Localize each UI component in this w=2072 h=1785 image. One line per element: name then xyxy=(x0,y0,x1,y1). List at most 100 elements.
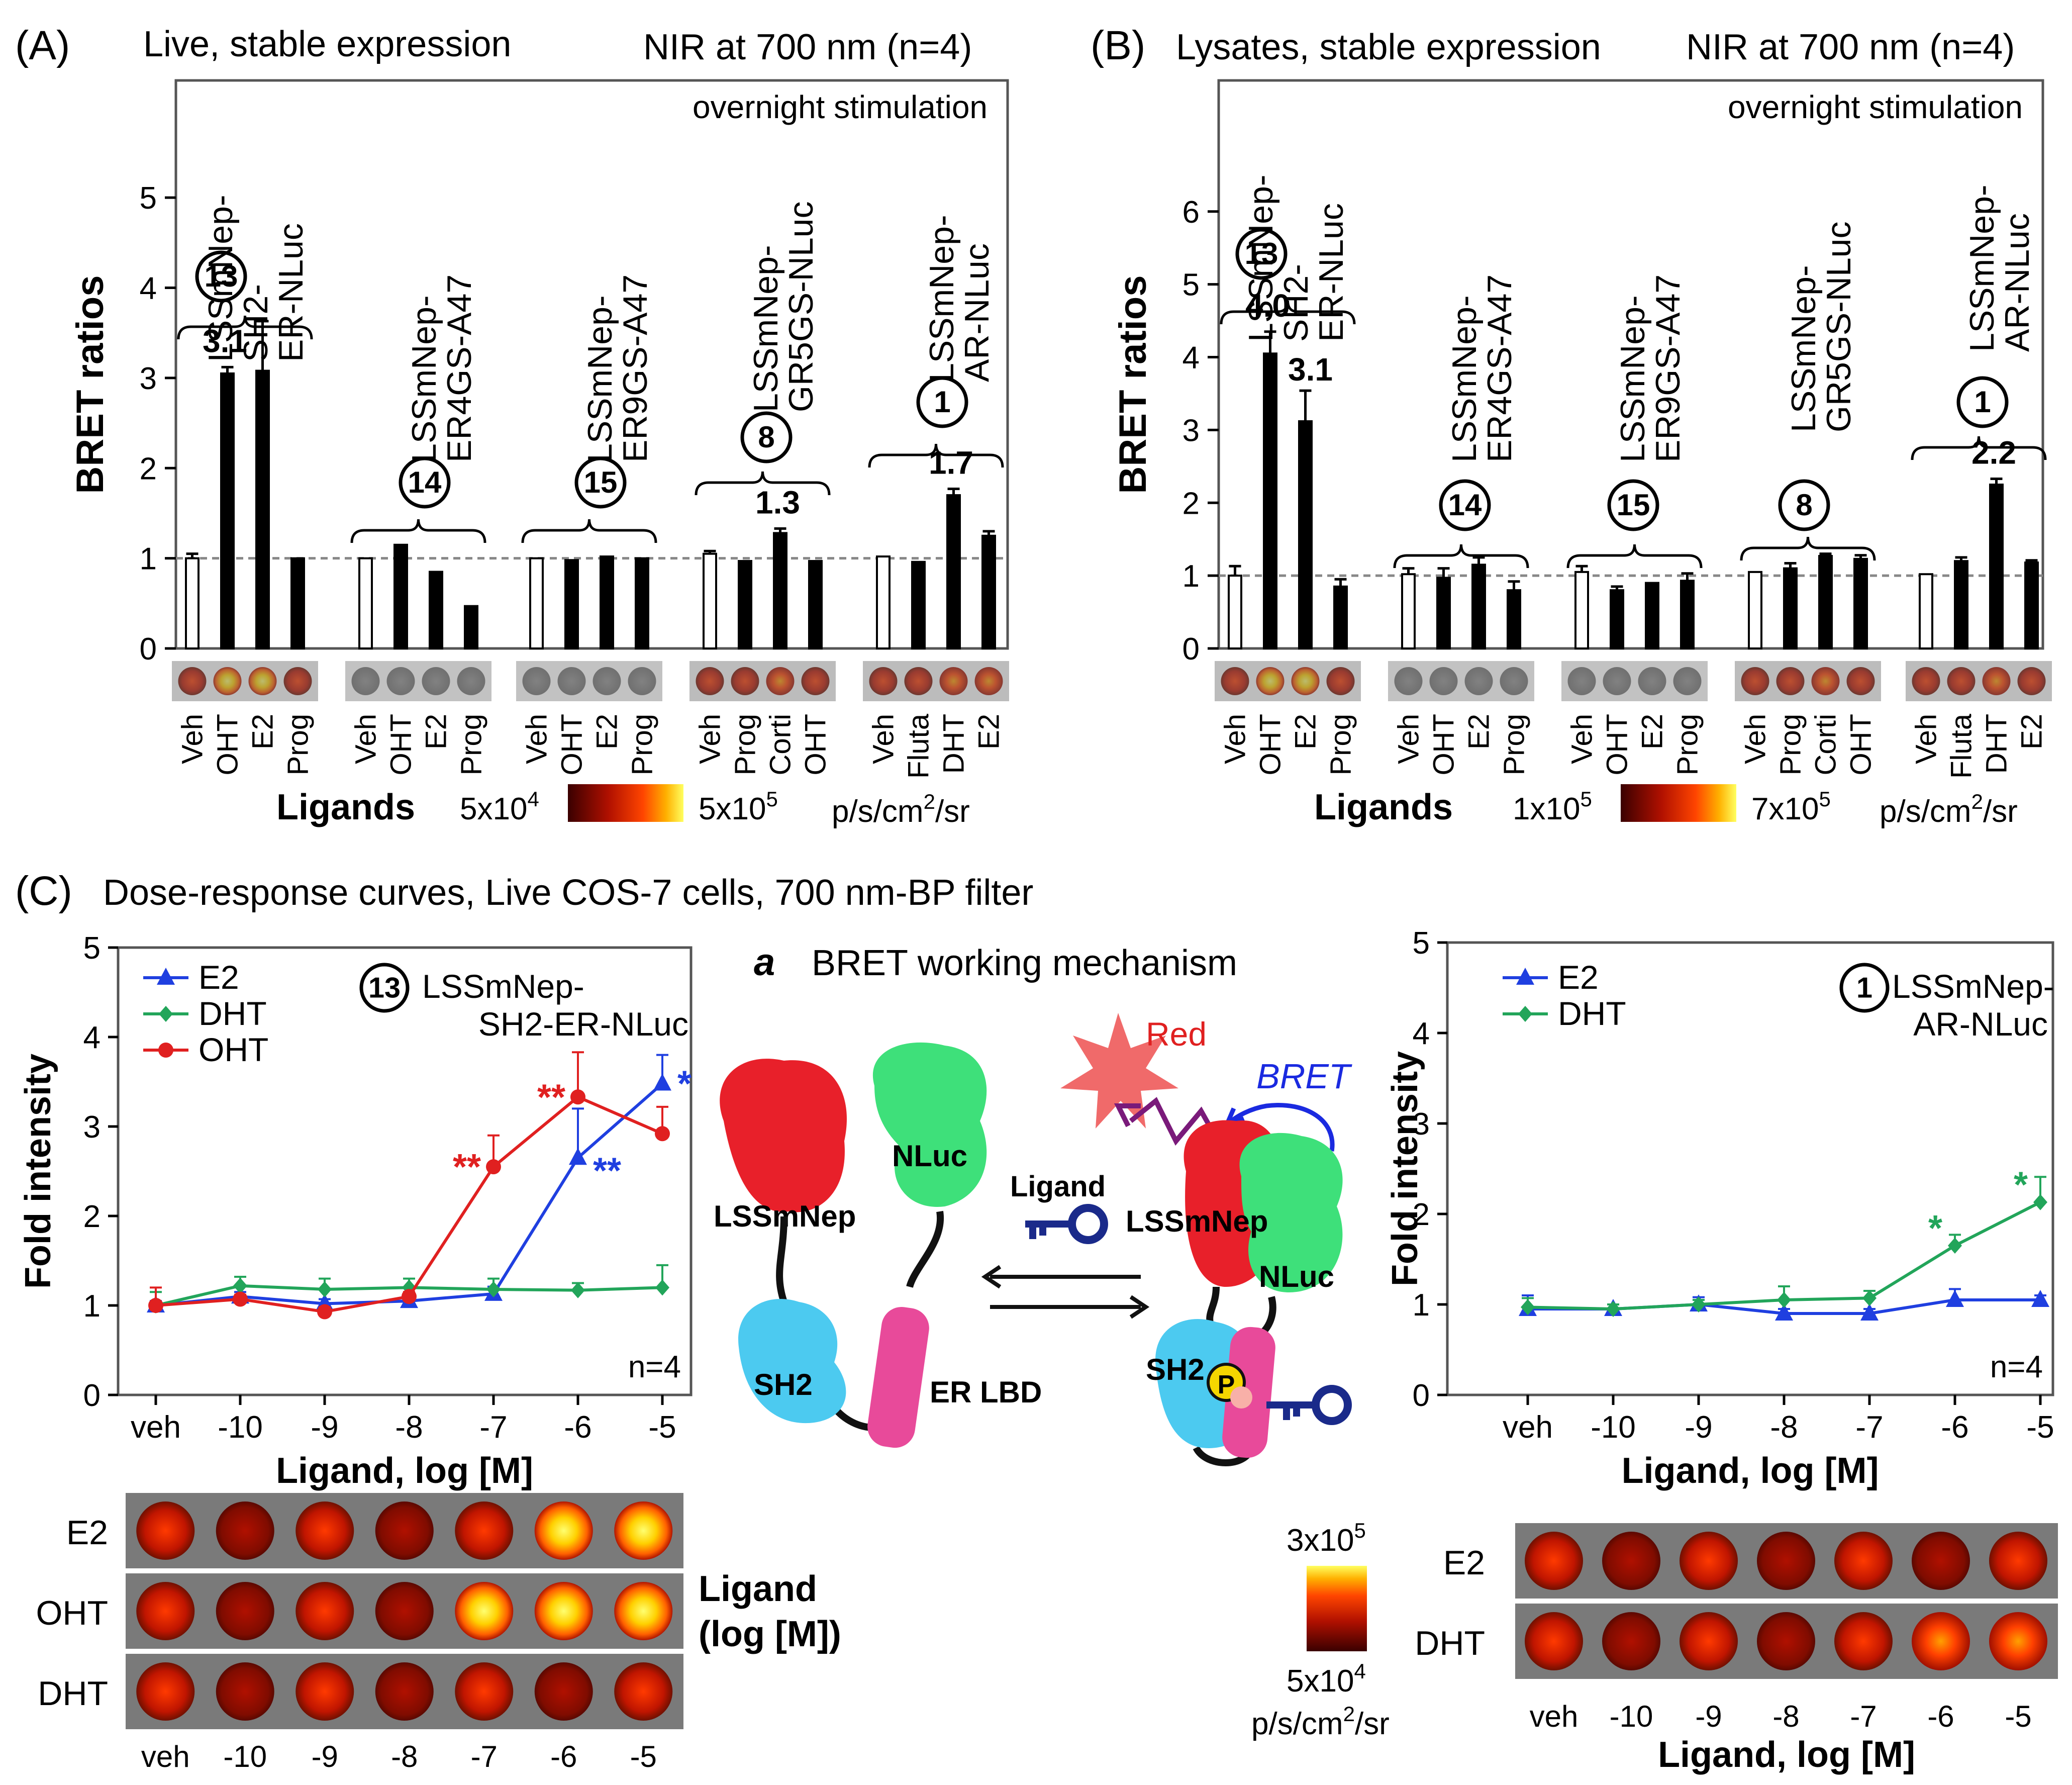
construct-number: 1 xyxy=(1974,385,1991,419)
group-brace xyxy=(695,471,831,496)
bar xyxy=(1748,571,1762,650)
category-label: E2 xyxy=(247,714,279,749)
marker-triangle xyxy=(569,1148,587,1165)
significance-mark: ** xyxy=(537,1077,565,1117)
nluc-label-right: NLuc xyxy=(1259,1260,1334,1293)
image-row-label: E2 xyxy=(66,1514,108,1552)
bar xyxy=(773,532,787,650)
well-strip xyxy=(1215,661,1361,701)
significance-mark: * xyxy=(1928,1208,1942,1249)
category-label: OHT xyxy=(212,714,244,775)
marker-circle xyxy=(655,1126,670,1142)
y-axis-label: BRET ratios xyxy=(69,275,112,494)
x-tick-label: -6 xyxy=(564,1410,591,1445)
marker-circle xyxy=(486,1159,501,1175)
well-image xyxy=(557,667,586,695)
construct-number: 14 xyxy=(1448,488,1482,522)
image-row-label: DHT xyxy=(38,1674,108,1713)
category-label: Veh xyxy=(1566,714,1599,764)
er-lbd-label: ER LBD xyxy=(930,1375,1042,1409)
well-image xyxy=(1912,1532,1970,1590)
category-label: Prog xyxy=(455,714,488,776)
category-label: DHT xyxy=(1981,714,2013,774)
well-image xyxy=(1757,1532,1815,1590)
well-image xyxy=(1989,1612,2047,1670)
x-axis-label: Ligand, log [M] xyxy=(1622,1451,1879,1491)
plot-frame xyxy=(174,79,1009,650)
image-col-label: -7 xyxy=(471,1740,498,1773)
marker-circle xyxy=(148,1298,163,1313)
marker-triangle xyxy=(1860,1303,1879,1321)
well-image xyxy=(422,667,450,695)
y-tick-label: 0 xyxy=(140,632,157,667)
image-col-label: -8 xyxy=(1772,1700,1799,1733)
y-tick-label: 0 xyxy=(1182,632,1200,667)
construct-circle-icon xyxy=(574,456,627,509)
construct-circle-icon xyxy=(195,250,247,303)
lssmnep-blob-left xyxy=(720,1059,847,1212)
y-tick-label: 5 xyxy=(1182,268,1200,303)
category-label: OHT xyxy=(800,714,832,775)
category-label: Prog xyxy=(1498,714,1531,776)
bar xyxy=(564,559,579,649)
category-label: DHT xyxy=(938,714,970,774)
x-tick-label: -10 xyxy=(1591,1410,1636,1445)
image-col-label: -9 xyxy=(1695,1700,1722,1733)
well-image xyxy=(1429,667,1458,695)
value-annotation: 3.1 xyxy=(203,323,247,359)
y-axis-label: Fold intensity xyxy=(18,1054,58,1289)
well-strip xyxy=(1561,661,1708,701)
y-tick-label: 5 xyxy=(83,931,101,966)
image-col-label: veh xyxy=(1530,1700,1578,1733)
marker-circle xyxy=(158,1043,173,1058)
marker-diamond xyxy=(1692,1296,1706,1312)
construct-name-line: LSSmNep- xyxy=(202,195,240,362)
y-tick-label: 5 xyxy=(1413,926,1430,961)
well-image xyxy=(216,1582,274,1640)
ligand-pocket-icon xyxy=(1230,1386,1252,1408)
y-tick-label: 2 xyxy=(83,1199,101,1234)
scale-c-top: 3x105 xyxy=(1287,1519,1366,1558)
y-tick-label: 0 xyxy=(1413,1378,1430,1413)
x-tick-label: veh xyxy=(1503,1410,1553,1445)
marker-diamond xyxy=(1862,1290,1877,1306)
bar xyxy=(703,552,717,649)
image-grid-right: E2 DHT veh -10 -9 -8 -7 -6 -5 Ligand, log [M] xyxy=(1415,1523,2058,1775)
well-image xyxy=(1776,667,1805,695)
nluc-blob-right xyxy=(1239,1133,1343,1292)
well-image xyxy=(1602,1612,1660,1670)
category-label: Veh xyxy=(1739,714,1772,764)
construct-circle-icon xyxy=(1235,228,1288,280)
category-label: Corti xyxy=(1810,714,1842,775)
y-tick-label: 3 xyxy=(140,361,157,396)
group-brace xyxy=(868,443,1004,468)
scale-min-label: 5x104 xyxy=(460,787,539,826)
construct-name-line: LSSmNep- xyxy=(1614,295,1652,462)
well-image xyxy=(904,667,933,695)
plot-frame xyxy=(1446,941,2054,1396)
well-image xyxy=(216,1501,274,1560)
scale-max-label: 5x105 xyxy=(699,787,778,826)
category-label: OHT xyxy=(385,714,418,775)
construct-name-line: ER-NLuc xyxy=(272,223,310,362)
well-image xyxy=(1567,667,1596,695)
y-tick-label: 4 xyxy=(83,1020,101,1055)
category-label: E2 xyxy=(1290,714,1322,749)
bar xyxy=(1853,557,1868,650)
n-label: n=4 xyxy=(628,1350,681,1384)
scale-gradient-bar xyxy=(568,784,683,822)
nluc-label-left: NLuc xyxy=(892,1139,967,1173)
color-scale-c: 3x105 5x104 p/s/cm2/sr xyxy=(1251,1519,1390,1741)
x-tick-label: -8 xyxy=(1770,1410,1798,1445)
x-tick-label: -5 xyxy=(648,1410,676,1445)
well-image xyxy=(351,667,380,695)
construct-name-line: LSSmNep- xyxy=(1445,295,1484,462)
category-label: OHT xyxy=(556,714,588,775)
construct-circle-icon xyxy=(1778,479,1830,531)
construct-circle-icon xyxy=(1607,479,1659,531)
bar xyxy=(1574,571,1589,650)
well-image xyxy=(801,667,830,695)
well-image xyxy=(295,1582,354,1640)
construct-name-line: AR-NLuc xyxy=(1913,1005,2048,1043)
x-tick-label: -7 xyxy=(1855,1410,1883,1445)
